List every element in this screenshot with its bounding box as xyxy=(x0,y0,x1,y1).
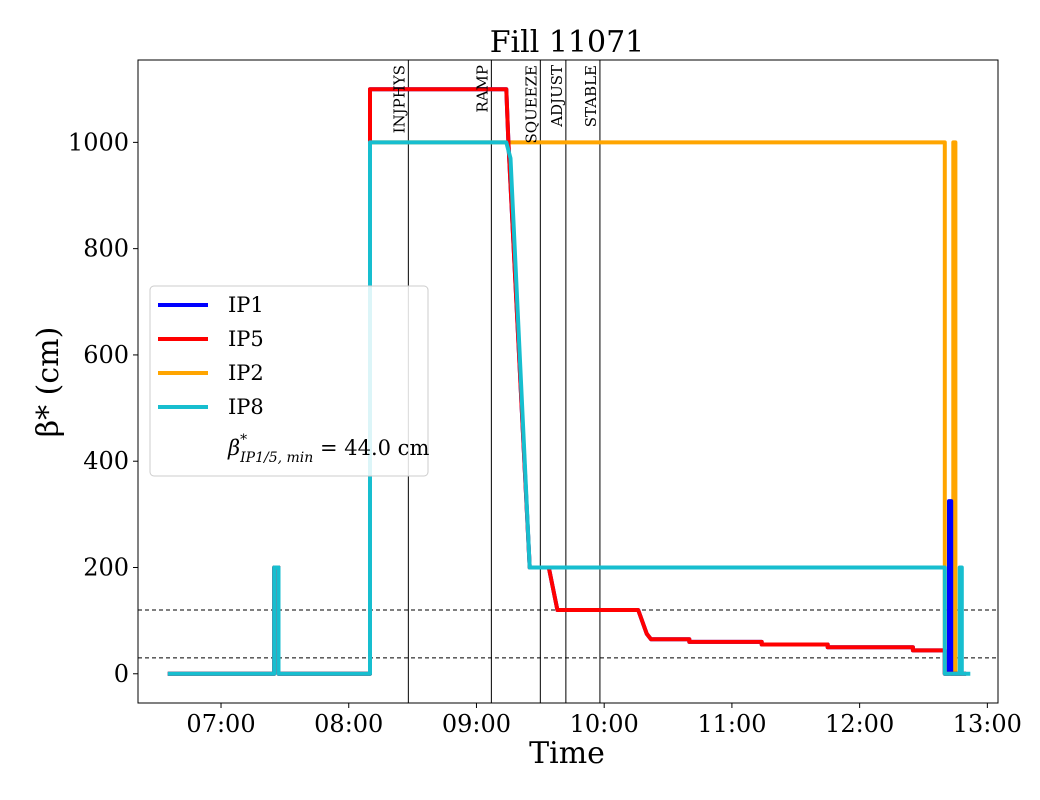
beam-mode-label: INJPHYS xyxy=(390,65,408,133)
y-tick-label: 1000 xyxy=(68,128,129,156)
x-axis-ticks: 07:00 08:00 09:00 10:00 11:00 12:00 13:00 xyxy=(186,703,1022,738)
legend: IP1 IP5 IP2 IP8 β* IP1/5, min = 44.0 cm xyxy=(149,285,429,477)
series-lines xyxy=(167,87,971,676)
x-tick-label: 08:00 xyxy=(314,710,383,738)
legend-items: IP1 IP5 IP2 IP8 xyxy=(158,293,264,419)
y-axis-label: β* (cm) xyxy=(31,327,66,438)
beam-mode-label: ADJUST xyxy=(548,65,566,128)
series-line-ip8 xyxy=(167,140,971,676)
y-tick-label: 0 xyxy=(114,660,129,688)
beam-mode-label: STABLE xyxy=(582,65,600,127)
x-tick-label: 10:00 xyxy=(570,710,639,738)
x-tick-label: 12:00 xyxy=(825,710,894,738)
beam-mode-label: RAMP xyxy=(473,65,491,113)
axes-frame xyxy=(137,59,999,704)
x-tick-label: 07:00 xyxy=(186,710,255,738)
y-axis-ticks: 0 200 400 600 800 1000 xyxy=(68,128,138,688)
x-tick-label: 11:00 xyxy=(697,710,766,738)
y-tick-label: 400 xyxy=(83,447,129,475)
beam-mode-label: SQUEEZE xyxy=(522,65,540,144)
legend-label: IP2 xyxy=(228,361,264,385)
legend-label: IP1 xyxy=(228,293,264,317)
x-tick-label: 13:00 xyxy=(953,710,1022,738)
legend-note: β* IP1/5, min = 44.0 cm xyxy=(227,432,429,466)
legend-box xyxy=(149,285,429,477)
y-tick-label: 800 xyxy=(83,235,129,263)
x-tick-label: 09:00 xyxy=(442,710,511,738)
y-tick-label: 600 xyxy=(83,341,129,369)
legend-label: IP5 xyxy=(228,327,264,351)
y-tick-label: 200 xyxy=(83,553,129,581)
x-axis-label: Time xyxy=(529,736,605,771)
beam-mode-labels: INJPHYS RAMP SQUEEZE ADJUST STABLE xyxy=(390,65,600,144)
chart-title: Fill 11071 xyxy=(490,25,645,60)
svg-text:β*IP1/5, min = 44.0 cm: β* IP1/5, min = 44.0 cm xyxy=(227,432,429,466)
legend-label: IP8 xyxy=(228,395,264,419)
plot-area xyxy=(138,60,998,703)
